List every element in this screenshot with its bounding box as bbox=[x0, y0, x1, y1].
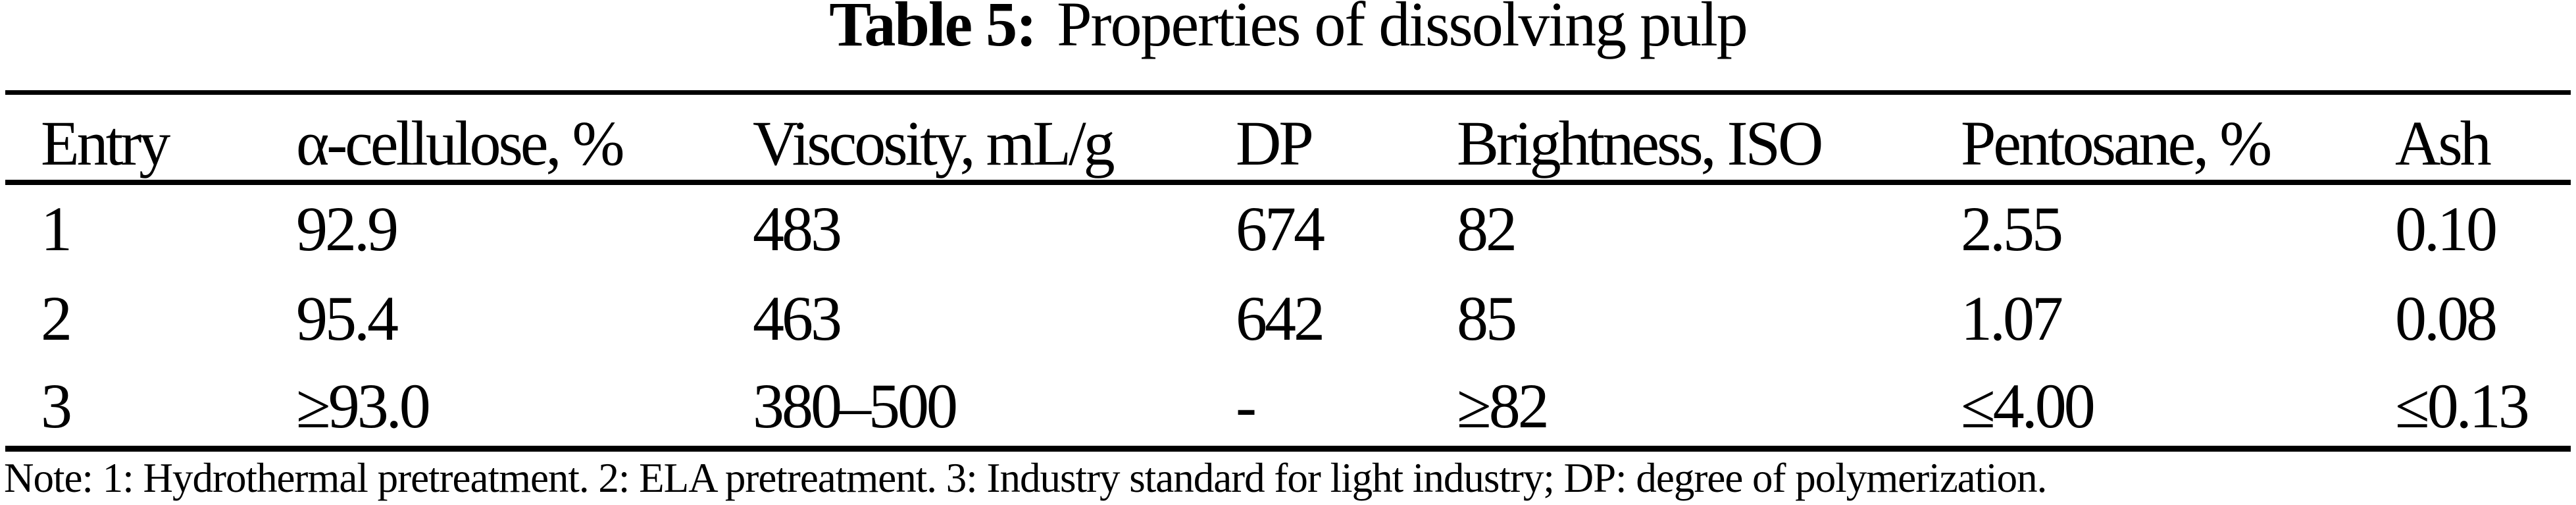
table-cell-viscosity: 463 bbox=[753, 283, 842, 354]
table-cell-dp: - bbox=[1236, 371, 1257, 441]
column-header-viscosity: Viscosity, mL/g bbox=[753, 108, 1115, 178]
table-note: Note: 1: Hydrothermal pretreatment. 2: E… bbox=[4, 455, 2047, 501]
table-cell-cellulose: 95.4 bbox=[296, 283, 399, 354]
table-cell-entry: 2 bbox=[41, 283, 72, 354]
table-cell-brightness: 85 bbox=[1457, 283, 1517, 354]
column-header-dp: DP bbox=[1236, 108, 1314, 178]
column-header-entry: Entry bbox=[41, 108, 170, 178]
table-cell-dp: 642 bbox=[1236, 283, 1325, 354]
column-header-ash: Ash bbox=[2395, 108, 2492, 178]
table-cell-cellulose: ≥93.0 bbox=[296, 371, 431, 441]
table-header-rule bbox=[5, 180, 2571, 185]
table-cell-ash: ≤0.13 bbox=[2395, 371, 2530, 441]
table-cell-viscosity: 483 bbox=[753, 194, 842, 264]
table-cell-entry: 3 bbox=[41, 371, 72, 441]
table-bottom-rule bbox=[5, 446, 2571, 452]
table-top-rule bbox=[5, 90, 2571, 95]
table-caption-text: Properties of dissolving pulp bbox=[1057, 0, 1748, 59]
column-header-cellulose: α-cellulose, % bbox=[296, 108, 624, 178]
table-cell-cellulose: 92.9 bbox=[296, 194, 399, 264]
column-header-brightness: Brightness, ISO bbox=[1457, 108, 1823, 178]
table-cell-pentosane: ≤4.00 bbox=[1961, 371, 2096, 441]
table-cell-brightness: 82 bbox=[1457, 194, 1517, 264]
table-caption: Table 5: Properties of dissolving pulp bbox=[0, 0, 2576, 57]
table-caption-label: Table 5: bbox=[829, 0, 1037, 59]
table-cell-ash: 0.08 bbox=[2395, 283, 2498, 354]
table-cell-brightness: ≥82 bbox=[1457, 371, 1550, 441]
table-cell-ash: 0.10 bbox=[2395, 194, 2498, 264]
table-cell-pentosane: 2.55 bbox=[1961, 194, 2063, 264]
table-cell-entry: 1 bbox=[41, 194, 72, 264]
column-header-pentosane: Pentosane, % bbox=[1961, 108, 2272, 178]
table-cell-pentosane: 1.07 bbox=[1961, 283, 2063, 354]
table-cell-viscosity: 380–500 bbox=[753, 371, 958, 441]
table-cell-dp: 674 bbox=[1236, 194, 1325, 264]
